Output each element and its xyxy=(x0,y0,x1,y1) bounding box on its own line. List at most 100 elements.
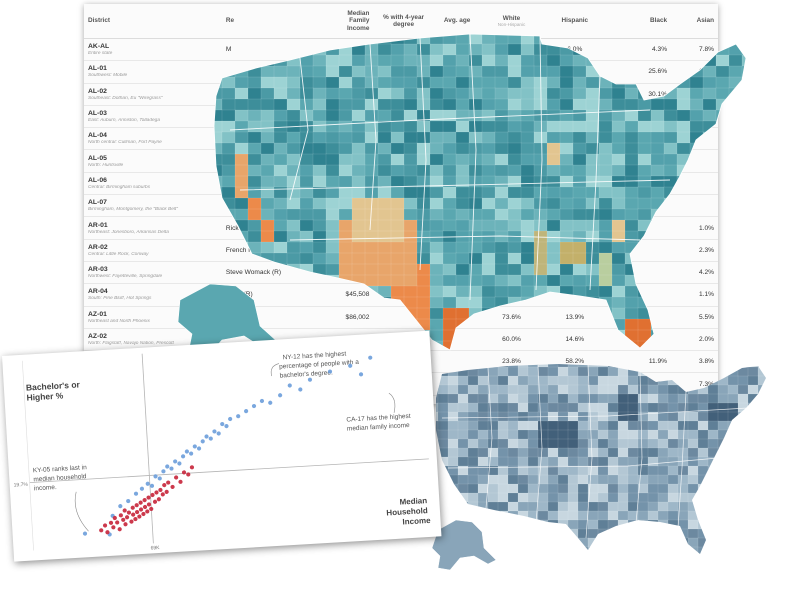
scatter-point-red[interactable] xyxy=(146,502,152,507)
scatter-point-blue[interactable] xyxy=(220,421,225,427)
scatter-point-red[interactable] xyxy=(141,511,146,517)
scatter-point-blue[interactable] xyxy=(298,387,303,392)
scatter-point-red[interactable] xyxy=(170,484,175,490)
scatter-point-blue[interactable] xyxy=(192,444,197,449)
scatter-point-red[interactable] xyxy=(134,509,140,515)
scatter-point-red[interactable] xyxy=(138,507,144,512)
scatter-point-blue[interactable] xyxy=(165,464,170,469)
scatter-point-blue[interactable] xyxy=(348,363,353,368)
scatter-point-red[interactable] xyxy=(130,505,135,510)
scatter-point-blue[interactable] xyxy=(368,355,373,360)
scatter-point-red[interactable] xyxy=(162,483,167,488)
district-cell xyxy=(528,556,538,565)
scatter-point-red[interactable] xyxy=(158,487,163,493)
scatter-point-red[interactable] xyxy=(186,472,191,477)
scatter-point-blue[interactable] xyxy=(327,369,333,374)
scatter-point-red[interactable] xyxy=(150,492,155,498)
scatter-point-red[interactable] xyxy=(160,492,165,497)
scatter-point-red[interactable] xyxy=(122,508,127,513)
scatter-point-blue[interactable] xyxy=(307,377,313,382)
scatter-point-blue[interactable] xyxy=(149,483,155,488)
scatter-point-red[interactable] xyxy=(142,497,147,503)
scatter-point-blue[interactable] xyxy=(208,436,213,441)
scatter-point-blue[interactable] xyxy=(173,459,178,464)
scatter-point-red[interactable] xyxy=(112,515,117,521)
scatter-point-blue[interactable] xyxy=(228,416,233,422)
scatter-point-red[interactable] xyxy=(181,470,187,475)
scatter-point-blue[interactable] xyxy=(184,449,189,454)
scatter-point-red[interactable] xyxy=(133,516,138,522)
scatter-point-red[interactable] xyxy=(115,520,120,525)
scatter-point-blue[interactable] xyxy=(212,429,217,434)
scatter-point-blue[interactable] xyxy=(145,481,150,486)
scatter-point-red[interactable] xyxy=(111,525,116,530)
scatter-point-red[interactable] xyxy=(164,489,169,494)
scatter-point-red[interactable] xyxy=(174,475,179,480)
scatter-point-blue[interactable] xyxy=(82,531,88,536)
scatter-point-red[interactable] xyxy=(121,517,126,522)
scatter-point-blue[interactable] xyxy=(200,439,205,444)
column-header-district[interactable]: District xyxy=(84,4,222,39)
scatter-point-red[interactable] xyxy=(117,527,122,532)
scatter-point-blue[interactable] xyxy=(157,476,162,481)
scatter-point-red[interactable] xyxy=(145,509,150,514)
column-header-asian[interactable]: Asian xyxy=(671,4,718,39)
scatter-point-red[interactable] xyxy=(134,503,139,508)
scatter-point-blue[interactable] xyxy=(153,474,158,479)
scatter-point-blue[interactable] xyxy=(287,383,292,388)
scatter-point-red[interactable] xyxy=(126,510,132,515)
district-cell xyxy=(416,153,431,166)
scatter-point-red[interactable] xyxy=(105,530,110,535)
scatter-point-blue[interactable] xyxy=(216,431,221,436)
scatter-point-blue[interactable] xyxy=(118,504,123,509)
scatter-point-red[interactable] xyxy=(99,528,104,533)
scatter-point-blue[interactable] xyxy=(139,486,145,491)
scatter-point-red[interactable] xyxy=(138,500,143,505)
district-cell xyxy=(477,483,489,494)
scatter-point-blue[interactable] xyxy=(236,414,241,419)
scatter-point-red[interactable] xyxy=(123,522,128,527)
scatter-point-blue[interactable] xyxy=(189,451,194,456)
scatter-point-red[interactable] xyxy=(108,520,114,525)
scatter-point-blue[interactable] xyxy=(169,466,174,471)
column-header-hispanic[interactable]: Hispanic xyxy=(542,4,608,39)
scatter-point-red[interactable] xyxy=(118,513,123,518)
scatter-point-blue[interactable] xyxy=(204,434,209,439)
scatter-point-blue[interactable] xyxy=(251,403,257,409)
scatter-point-red[interactable] xyxy=(146,495,151,500)
district-cell xyxy=(546,186,561,199)
scatter-point-blue[interactable] xyxy=(133,491,139,496)
scatter-point-red[interactable] xyxy=(154,490,159,495)
scatter-point-blue[interactable] xyxy=(358,372,364,377)
scatter-point-blue[interactable] xyxy=(177,461,182,466)
scatter-point-blue[interactable] xyxy=(259,398,265,404)
scatter-point-blue[interactable] xyxy=(180,454,186,459)
scatter-point-red[interactable] xyxy=(166,480,171,485)
column-header-white[interactable]: White Non-Hispanic xyxy=(480,4,543,39)
scatter-point-blue[interactable] xyxy=(196,446,202,451)
scatter-point-red[interactable] xyxy=(149,506,154,512)
column-header-income[interactable]: Median Family Income xyxy=(324,4,374,39)
scatter-point-blue[interactable] xyxy=(126,498,131,504)
column-header-degree[interactable]: % with 4-year degree xyxy=(373,4,434,39)
district-cell xyxy=(487,492,499,503)
scatter-point-red[interactable] xyxy=(131,512,136,517)
scatter-point-red[interactable] xyxy=(152,499,158,504)
scatter-point-blue[interactable] xyxy=(224,424,229,429)
scatter-point-red[interactable] xyxy=(102,523,108,528)
scatter-point-red[interactable] xyxy=(189,465,195,470)
column-header-age[interactable]: Avg. age xyxy=(433,4,481,39)
column-header-black[interactable]: Black xyxy=(607,4,672,39)
scatter-point-red[interactable] xyxy=(137,514,142,519)
scatter-point-blue[interactable] xyxy=(278,393,283,398)
scatter-point-blue[interactable] xyxy=(161,469,166,474)
scatter-point-red[interactable] xyxy=(178,479,183,484)
scatter-point-red[interactable] xyxy=(129,519,134,524)
column-header-representative[interactable]: Re xyxy=(221,4,325,39)
scatter-point-red[interactable] xyxy=(142,504,148,510)
scatter-point-red[interactable] xyxy=(156,497,161,502)
scatter-point-red[interactable] xyxy=(124,515,130,520)
district-cell xyxy=(300,0,313,11)
scatter-point-blue[interactable] xyxy=(243,409,249,414)
scatter-point-blue[interactable] xyxy=(268,400,273,405)
